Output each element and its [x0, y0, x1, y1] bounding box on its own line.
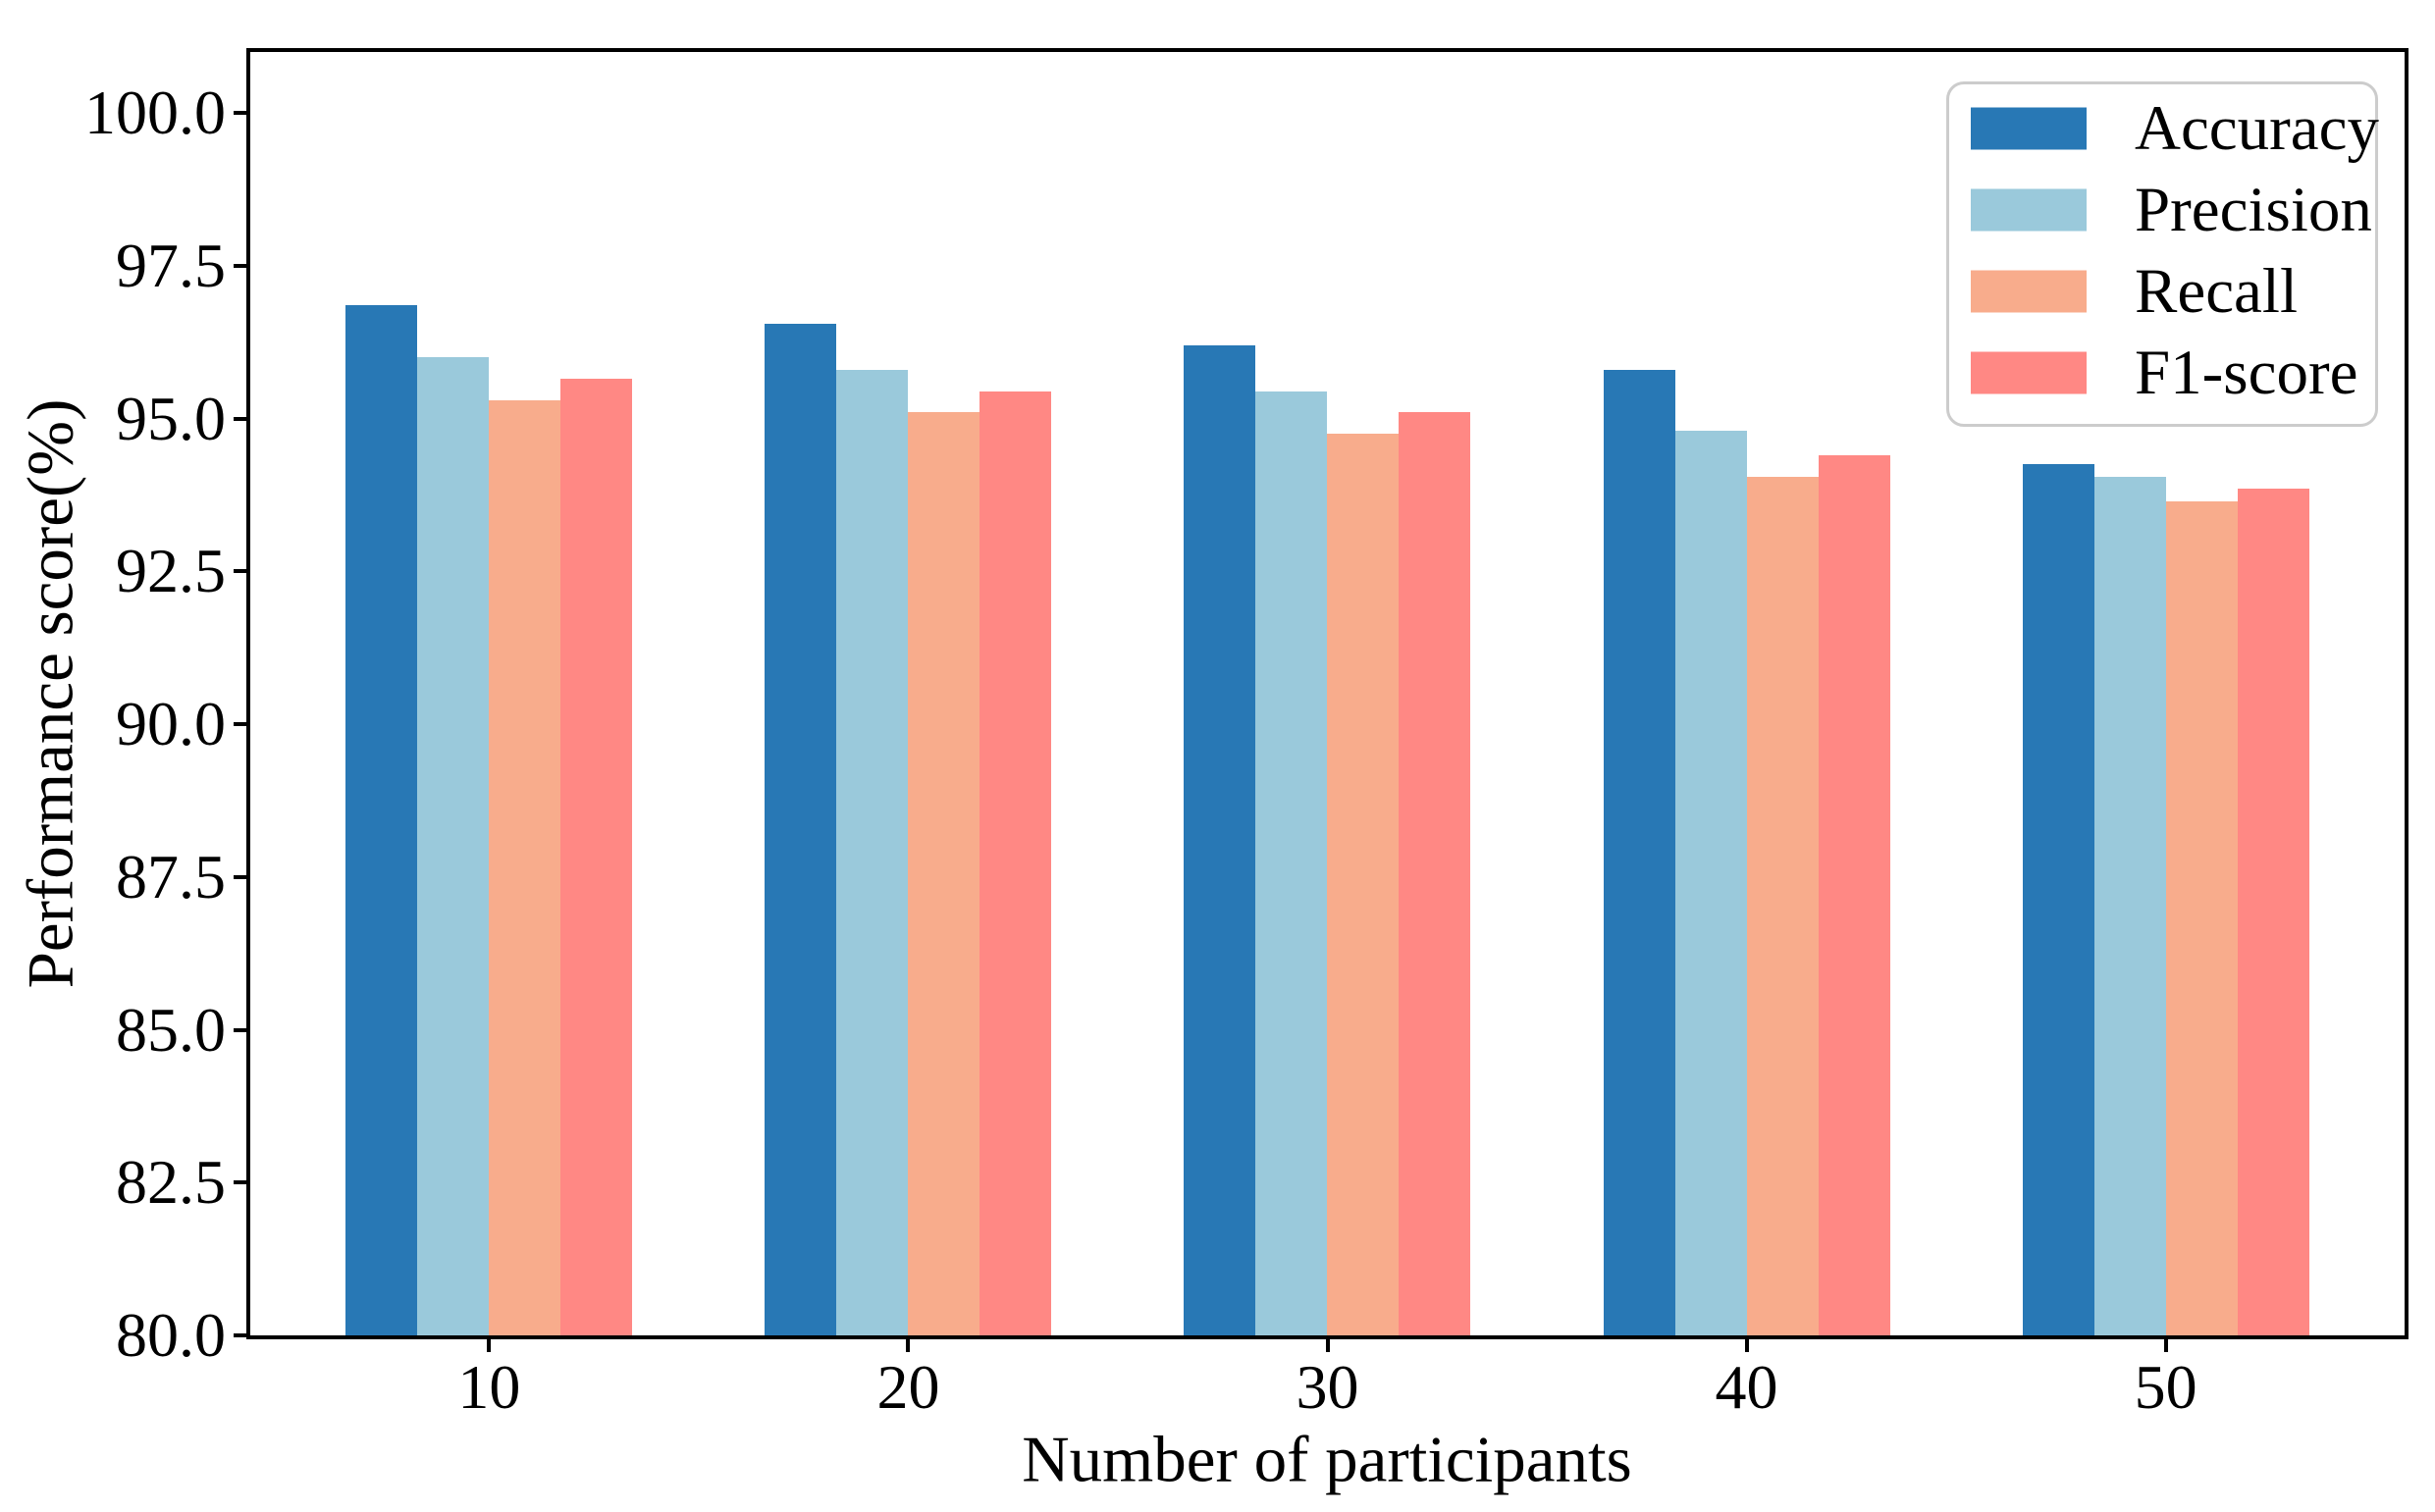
y-tick-mark — [234, 722, 246, 727]
x-tick-mark — [1744, 1339, 1749, 1352]
y-tick-mark — [234, 111, 246, 116]
y-tick-label: 82.5 — [116, 1147, 226, 1218]
y-axis-label: Performance score(%) — [14, 398, 87, 989]
y-tick-mark — [234, 874, 246, 879]
bar-recall-40 — [1747, 476, 1819, 1335]
bar-recall-10 — [489, 400, 560, 1335]
bar-accuracy-20 — [765, 324, 836, 1335]
x-tick-label: 40 — [1715, 1352, 1778, 1422]
y-tick-label: 90.0 — [116, 689, 226, 759]
y-tick-label: 85.0 — [116, 994, 226, 1065]
legend-item-recall: Recall — [1949, 259, 2375, 323]
legend-swatch-precision — [1971, 188, 2087, 232]
legend-item-f1-score: F1-score — [1949, 340, 2375, 404]
bar-f1-score-50 — [2238, 489, 2309, 1335]
bar-recall-30 — [1327, 434, 1399, 1335]
y-tick-mark — [234, 569, 246, 574]
legend-label-accuracy: Accuracy — [2135, 92, 2379, 164]
y-tick-label: 87.5 — [116, 841, 226, 912]
bar-recall-50 — [2166, 500, 2238, 1335]
bar-precision-50 — [2094, 476, 2166, 1335]
x-tick-label: 20 — [876, 1352, 940, 1422]
y-tick-mark — [234, 264, 246, 268]
legend-swatch-accuracy — [1971, 107, 2087, 150]
bar-precision-10 — [417, 357, 489, 1335]
legend-label-recall: Recall — [2135, 255, 2299, 327]
y-tick-label: 97.5 — [116, 231, 226, 300]
legend-swatch-f1-score — [1971, 351, 2087, 394]
legend-item-precision: Precision — [1949, 178, 2375, 241]
x-tick-mark — [906, 1339, 911, 1352]
bar-precision-30 — [1255, 391, 1327, 1335]
bar-f1-score-40 — [1819, 455, 1890, 1335]
bar-recall-20 — [908, 412, 979, 1335]
bar-precision-40 — [1675, 431, 1747, 1335]
x-tick-label: 30 — [1296, 1352, 1359, 1422]
y-tick-mark — [234, 1333, 246, 1337]
y-tick-label: 95.0 — [116, 383, 226, 453]
x-axis-label: Number of participants — [1022, 1423, 1632, 1496]
y-tick-label: 80.0 — [116, 1300, 226, 1370]
y-tick-label: 92.5 — [116, 536, 226, 606]
bar-f1-score-20 — [979, 391, 1051, 1335]
bar-accuracy-30 — [1184, 344, 1255, 1335]
bar-f1-score-30 — [1399, 412, 1470, 1335]
legend: Accuracy Precision Recall F1-score — [1946, 81, 2379, 427]
y-tick-mark — [234, 1180, 246, 1185]
legend-swatch-recall — [1971, 270, 2087, 313]
legend-item-accuracy: Accuracy — [1949, 96, 2379, 160]
bar-precision-20 — [836, 369, 908, 1335]
x-tick-mark — [487, 1339, 492, 1352]
y-tick-mark — [234, 416, 246, 421]
bar-accuracy-10 — [345, 305, 417, 1335]
x-tick-label: 50 — [2134, 1352, 2197, 1422]
bar-accuracy-40 — [1604, 369, 1675, 1335]
x-tick-mark — [1325, 1339, 1330, 1352]
x-tick-label: 10 — [457, 1352, 521, 1422]
y-tick-label: 100.0 — [84, 78, 226, 148]
legend-label-f1-score: F1-score — [2135, 337, 2358, 408]
bar-accuracy-50 — [2023, 464, 2094, 1335]
bar-f1-score-10 — [560, 379, 632, 1335]
y-tick-mark — [234, 1027, 246, 1032]
legend-label-precision: Precision — [2135, 174, 2372, 245]
x-tick-mark — [2163, 1339, 2168, 1352]
